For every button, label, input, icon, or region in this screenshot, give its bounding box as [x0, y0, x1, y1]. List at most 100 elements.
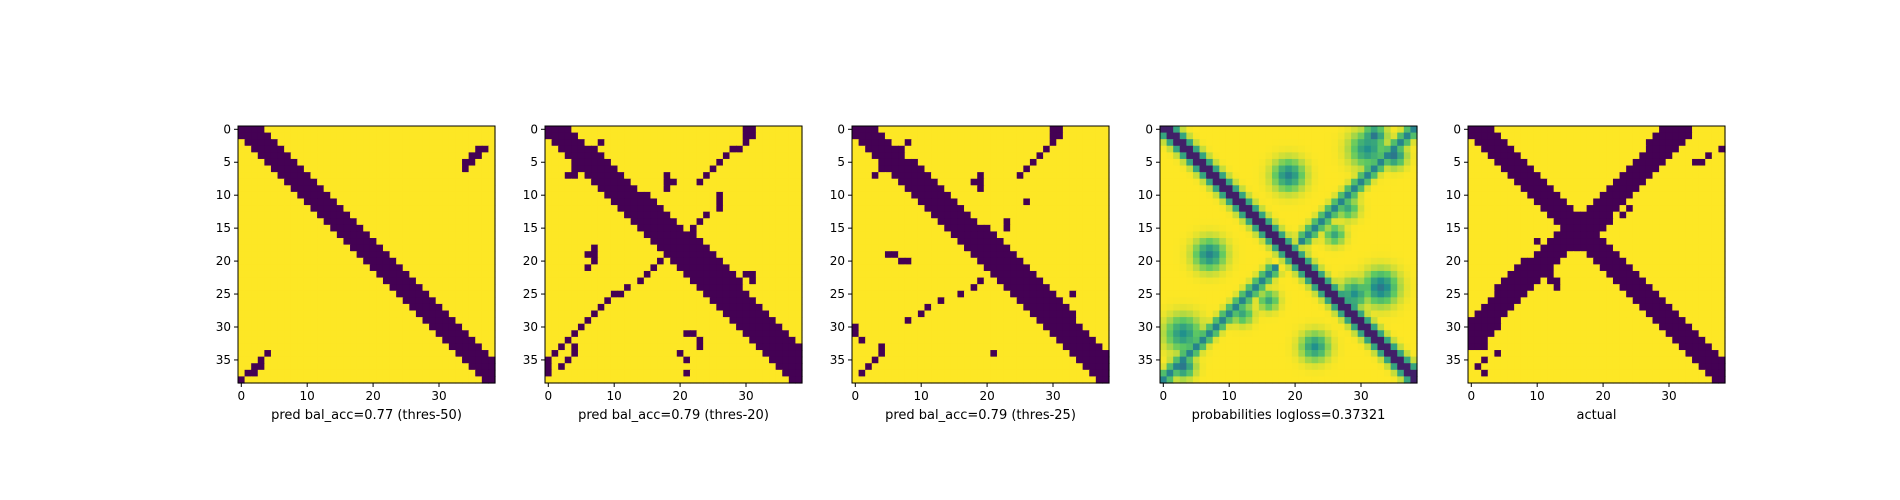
heatmap-cell: [944, 251, 952, 259]
heatmap-cell: [571, 363, 579, 371]
heatmap-cell: [356, 185, 364, 193]
heatmap-cell: [689, 145, 698, 153]
heatmap-cell: [1049, 270, 1057, 279]
heatmap-cell: [950, 303, 959, 312]
heatmap-cell: [389, 185, 397, 193]
heatmap-cell: [703, 145, 711, 153]
heatmap-cell: [251, 336, 259, 345]
heatmap-cell: [422, 172, 430, 180]
heatmap-cell: [257, 290, 265, 298]
heatmap-cell: [1179, 126, 1187, 134]
heatmap-cell: [957, 363, 965, 371]
heatmap-cell: [1166, 172, 1174, 180]
heatmap-cell: [481, 231, 490, 239]
heatmap-cell: [1212, 152, 1220, 160]
heatmap-cell: [1397, 132, 1405, 140]
heatmap-cell: [736, 191, 744, 200]
heatmap-cell: [1036, 264, 1044, 272]
heatmap-cell: [1010, 363, 1018, 371]
heatmap-cell: [369, 323, 377, 331]
heatmap-cell: [415, 264, 424, 272]
heatmap-cell: [769, 172, 777, 180]
heatmap-cell: [630, 238, 638, 246]
heatmap-cell: [422, 198, 430, 206]
heatmap-cell: [924, 145, 932, 153]
heatmap-cell: [284, 126, 292, 134]
heatmap-cell: [736, 369, 744, 378]
heatmap-cell: [1049, 218, 1057, 226]
heatmap-cell: [429, 158, 437, 167]
heatmap-cell: [769, 145, 777, 153]
heatmap-cell: [310, 284, 318, 292]
heatmap-cell: [624, 231, 632, 239]
heatmap-cell: [1010, 310, 1018, 318]
heatmap-cell: [604, 126, 612, 134]
heatmap-cell: [650, 231, 658, 239]
heatmap-cell: [376, 244, 384, 252]
heatmap-cell: [884, 132, 893, 140]
heatmap-cell: [1102, 303, 1110, 312]
heatmap-cell: [336, 284, 345, 292]
heatmap-cell: [1029, 152, 1038, 160]
heatmap-cell: [1166, 132, 1174, 140]
heatmap-cell: [1351, 172, 1359, 180]
heatmap-cell: [577, 343, 586, 351]
heatmap-cell: [415, 343, 424, 351]
heatmap-cell: [336, 317, 345, 325]
heatmap-cell: [290, 218, 298, 226]
heatmap-cell: [898, 238, 906, 246]
heatmap-cell: [1199, 145, 1207, 153]
heatmap-cell: [1023, 145, 1031, 153]
heatmap-cell: [284, 158, 292, 167]
heatmap-cell: [624, 244, 632, 252]
heatmap-cell: [277, 310, 285, 318]
heatmap-cell: [330, 297, 338, 305]
heatmap-cell: [369, 303, 377, 312]
heatmap-cell: [762, 211, 770, 219]
heatmap-cell: [1043, 185, 1051, 193]
heatmap-cell: [983, 350, 991, 358]
heatmap-cell: [670, 363, 678, 371]
heatmap-cell: [990, 158, 998, 167]
heatmap-cell: [696, 152, 704, 160]
heatmap-cell: [290, 270, 298, 279]
heatmap-cell: [604, 376, 612, 384]
heatmap-cell: [858, 356, 866, 364]
heatmap-cell: [336, 231, 345, 239]
heatmap-cell: [284, 330, 292, 338]
heatmap-cell: [481, 277, 490, 285]
heatmap-cell: [1285, 178, 1293, 186]
heatmap-cell: [1010, 126, 1018, 134]
heatmap-cell: [264, 336, 272, 345]
heatmap-cell: [1324, 165, 1332, 173]
heatmap-cell: [1357, 172, 1365, 180]
heatmap-cell: [898, 231, 906, 239]
heatmap-cell: [865, 178, 873, 186]
heatmap-cell: [775, 317, 783, 325]
heatmap-cell: [852, 363, 860, 371]
heatmap-cell: [330, 139, 338, 147]
heatmap-cell: [852, 350, 860, 358]
heatmap-cell: [775, 178, 783, 186]
heatmap-cell: [663, 191, 671, 200]
heatmap-cell: [481, 323, 490, 331]
heatmap-cell: [1069, 264, 1077, 272]
heatmap-cell: [402, 191, 410, 200]
heatmap-cell: [858, 310, 866, 318]
heatmap-cell: [650, 350, 658, 358]
heatmap-cell: [1010, 198, 1018, 206]
heatmap-cell: [462, 231, 470, 239]
heatmap-cell: [931, 270, 939, 279]
heatmap-cell: [742, 297, 750, 305]
heatmap-cell: [1102, 343, 1110, 351]
heatmap-cell: [689, 356, 698, 364]
heatmap-cell: [303, 244, 312, 252]
heatmap-cell: [716, 145, 724, 153]
heatmap-cell: [990, 297, 998, 305]
heatmap-cell: [270, 317, 279, 325]
heatmap-cell: [1179, 158, 1187, 167]
heatmap-cell: [716, 363, 724, 371]
heatmap-cell: [1023, 126, 1031, 134]
heatmap-cell: [1102, 363, 1110, 371]
heatmap-cell: [422, 330, 430, 338]
